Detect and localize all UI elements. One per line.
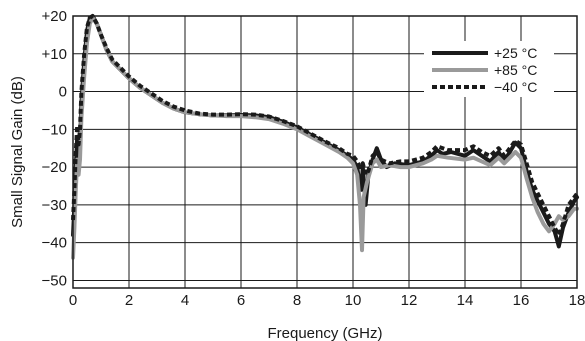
y-tick-label: −50 [42, 272, 67, 289]
y-tick-label: −40 [42, 235, 67, 252]
y-tick-label: +20 [42, 8, 67, 25]
x-tick-label: 18 [569, 292, 585, 309]
x-tick-label: 4 [181, 292, 189, 309]
x-tick-label: 10 [345, 292, 362, 309]
legend-label-1: +25 °C [494, 45, 537, 61]
x-tick-label: 2 [125, 292, 133, 309]
x-tick-label: 6 [237, 292, 245, 309]
x-tick-label: 8 [293, 292, 301, 309]
x-tick-label: 12 [401, 292, 418, 309]
y-tick-label: +10 [42, 46, 67, 63]
x-tick-label: 14 [457, 292, 474, 309]
series-group [71, 14, 579, 260]
legend-label-3: −40 °C [494, 79, 537, 95]
x-axis-title: Frequency (GHz) [267, 325, 382, 341]
x-tick-label: 0 [69, 292, 77, 309]
y-tick-label: 0 [59, 84, 67, 101]
plot-border [72, 15, 578, 289]
tick-labels: 0 2 4 6 8 10 12 14 16 18 +20 +10 0 −10 −20 −30 −40 −50 [42, 8, 585, 309]
y-axis-title: Small Signal Gain (dB) [9, 76, 26, 228]
legend-label-2: +85 °C [494, 62, 537, 78]
legend: +25 °C+85 °C−40 °C [424, 41, 554, 97]
y-tick-label: −20 [42, 159, 67, 176]
y-tick-label: −30 [42, 197, 67, 214]
plot-frame [72, 15, 578, 289]
series-line-3 [71, 14, 579, 238]
y-tick-label: −10 [42, 121, 67, 138]
x-tick-label: 16 [513, 292, 530, 309]
